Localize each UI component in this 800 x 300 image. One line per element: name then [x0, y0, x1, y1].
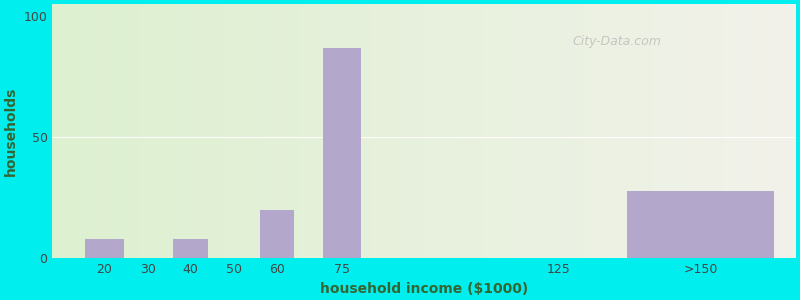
Bar: [627, 190, 774, 258]
X-axis label: household income ($1000): household income ($1000): [320, 282, 528, 296]
Bar: [85, 239, 124, 258]
Bar: [174, 239, 208, 258]
Y-axis label: households: households: [4, 87, 18, 176]
Bar: [260, 210, 294, 258]
Bar: [322, 48, 362, 258]
Text: City-Data.com: City-Data.com: [573, 35, 662, 48]
